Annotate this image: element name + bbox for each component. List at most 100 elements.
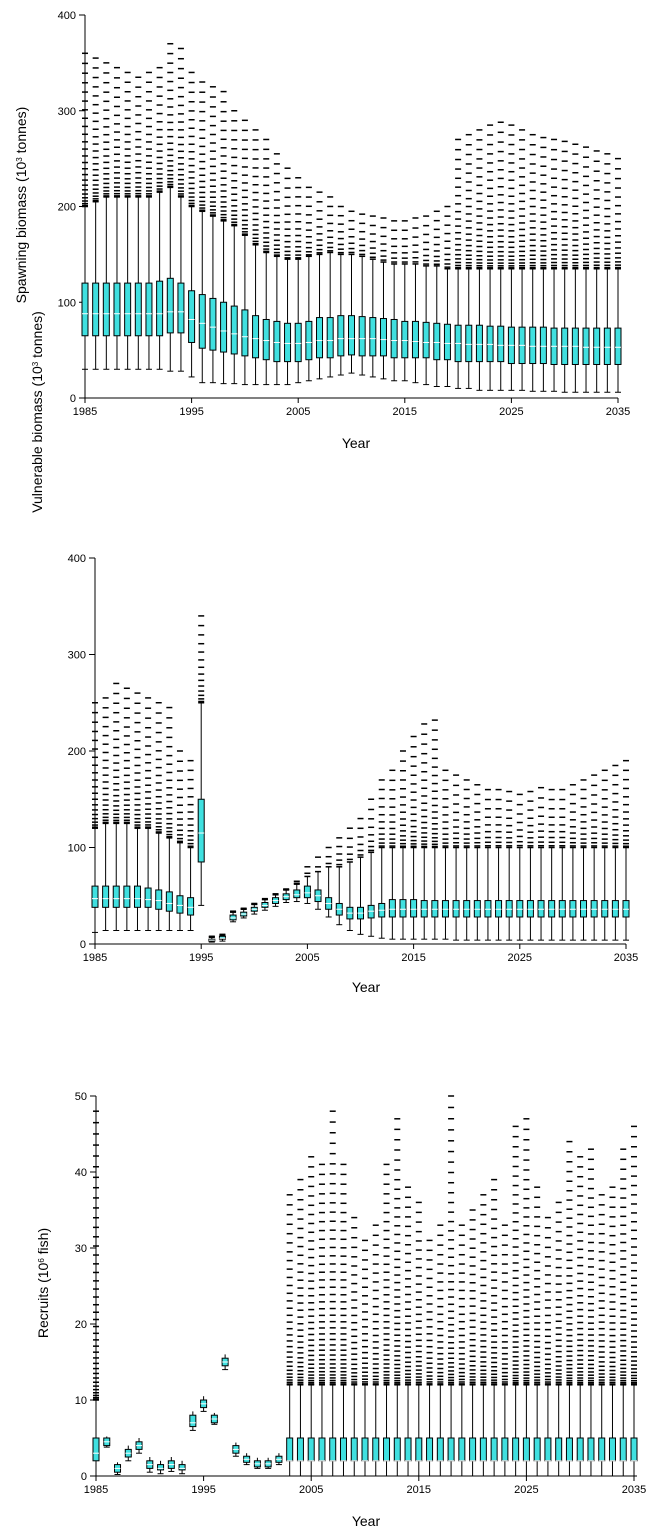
box	[134, 282, 142, 337]
box	[399, 899, 407, 918]
y-axis-title-sup: 3	[15, 157, 24, 162]
x-tick-label: 1995	[191, 1484, 215, 1496]
box	[593, 327, 601, 365]
y-tick-label: 100	[68, 843, 86, 855]
box	[529, 326, 537, 365]
box	[608, 1437, 616, 1462]
x-axis-title: Year	[352, 979, 381, 995]
box	[369, 317, 377, 357]
box	[401, 320, 409, 359]
y-axis-title-sup: 3	[31, 361, 40, 366]
box	[230, 305, 238, 355]
box	[415, 1437, 423, 1462]
box	[533, 1437, 541, 1462]
box	[443, 323, 451, 361]
box	[587, 1437, 595, 1462]
y-axis-title-tail: fish)	[35, 1228, 51, 1258]
box	[393, 1437, 401, 1462]
box	[410, 899, 418, 918]
box	[178, 1464, 186, 1471]
y-tick-label: 200	[68, 746, 86, 758]
y-axis-title: Vulnerable biomass (103 tonnes)	[29, 311, 45, 513]
x-axis-title: Year	[342, 435, 371, 451]
box	[155, 889, 163, 910]
y-tick-label: 300	[68, 650, 86, 662]
box	[197, 798, 205, 863]
box	[603, 327, 611, 365]
box	[176, 895, 184, 914]
box	[411, 320, 419, 359]
x-tick-label: 1985	[84, 1484, 108, 1496]
box	[358, 316, 366, 357]
box	[91, 885, 99, 908]
box	[422, 321, 430, 359]
box	[262, 318, 270, 361]
x-axis-title: Year	[352, 1513, 381, 1529]
box	[326, 317, 334, 359]
box	[350, 1437, 358, 1462]
box	[479, 1437, 487, 1462]
box	[614, 327, 622, 365]
x-tick-label: 1985	[73, 406, 97, 418]
box	[198, 294, 206, 349]
box	[220, 301, 228, 353]
box	[576, 1437, 584, 1462]
y-axis-title-sup: 6	[37, 1258, 46, 1263]
x-tick-label: 2025	[514, 1484, 538, 1496]
box	[404, 1437, 412, 1462]
box	[102, 885, 110, 908]
x-tick-label: 2005	[295, 952, 319, 964]
x-tick-label: 1995	[179, 406, 203, 418]
y-tick-label: 0	[80, 939, 86, 951]
y-axis-title-main: Vulnerable biomass (10	[29, 366, 45, 513]
box	[433, 322, 441, 361]
box	[469, 1437, 477, 1462]
box	[501, 1437, 509, 1462]
box	[348, 315, 355, 356]
x-tick-label: 2015	[407, 1484, 431, 1496]
x-tick-label: 2005	[286, 406, 310, 418]
box	[555, 1437, 563, 1462]
box	[475, 324, 483, 363]
box	[619, 1437, 627, 1462]
y-tick-label: 0	[70, 393, 76, 405]
y-tick-label: 300	[58, 106, 76, 118]
y-axis-title: Recruits (106 fish)	[35, 1228, 51, 1338]
x-tick-label: 2025	[499, 406, 523, 418]
box	[383, 1437, 391, 1462]
box	[465, 324, 473, 363]
box	[316, 317, 324, 359]
box	[512, 1437, 520, 1462]
x-tick-label: 2015	[393, 406, 417, 418]
y-tick-label: 40	[75, 1167, 87, 1179]
box	[293, 889, 301, 899]
spawning-biomass-chart: 0 100 200 300 400 1985 1995 2005 2015 2025 2035 Sp…	[13, 10, 630, 451]
x-tick-label: 1995	[189, 952, 213, 964]
y-tick-label: 0	[81, 1471, 87, 1483]
box	[102, 282, 110, 337]
box	[209, 297, 217, 351]
box	[188, 290, 196, 343]
box	[522, 1437, 530, 1462]
y-tick-label: 400	[58, 10, 76, 22]
box	[81, 282, 89, 337]
box	[92, 282, 100, 337]
box	[133, 885, 141, 908]
box	[307, 1437, 315, 1462]
box	[123, 885, 131, 908]
box	[156, 280, 164, 337]
y-axis-title-tail: tonnes)	[13, 107, 29, 158]
box	[388, 899, 396, 918]
box	[241, 309, 249, 357]
box	[337, 315, 345, 357]
box	[379, 318, 387, 357]
box	[286, 1437, 294, 1462]
box	[296, 1437, 304, 1462]
box	[598, 1437, 606, 1462]
box	[177, 282, 185, 334]
x-tick-label: 1985	[83, 952, 107, 964]
x-tick-label: 2035	[606, 406, 630, 418]
x-tick-label: 2035	[614, 952, 638, 964]
box	[436, 1437, 444, 1462]
